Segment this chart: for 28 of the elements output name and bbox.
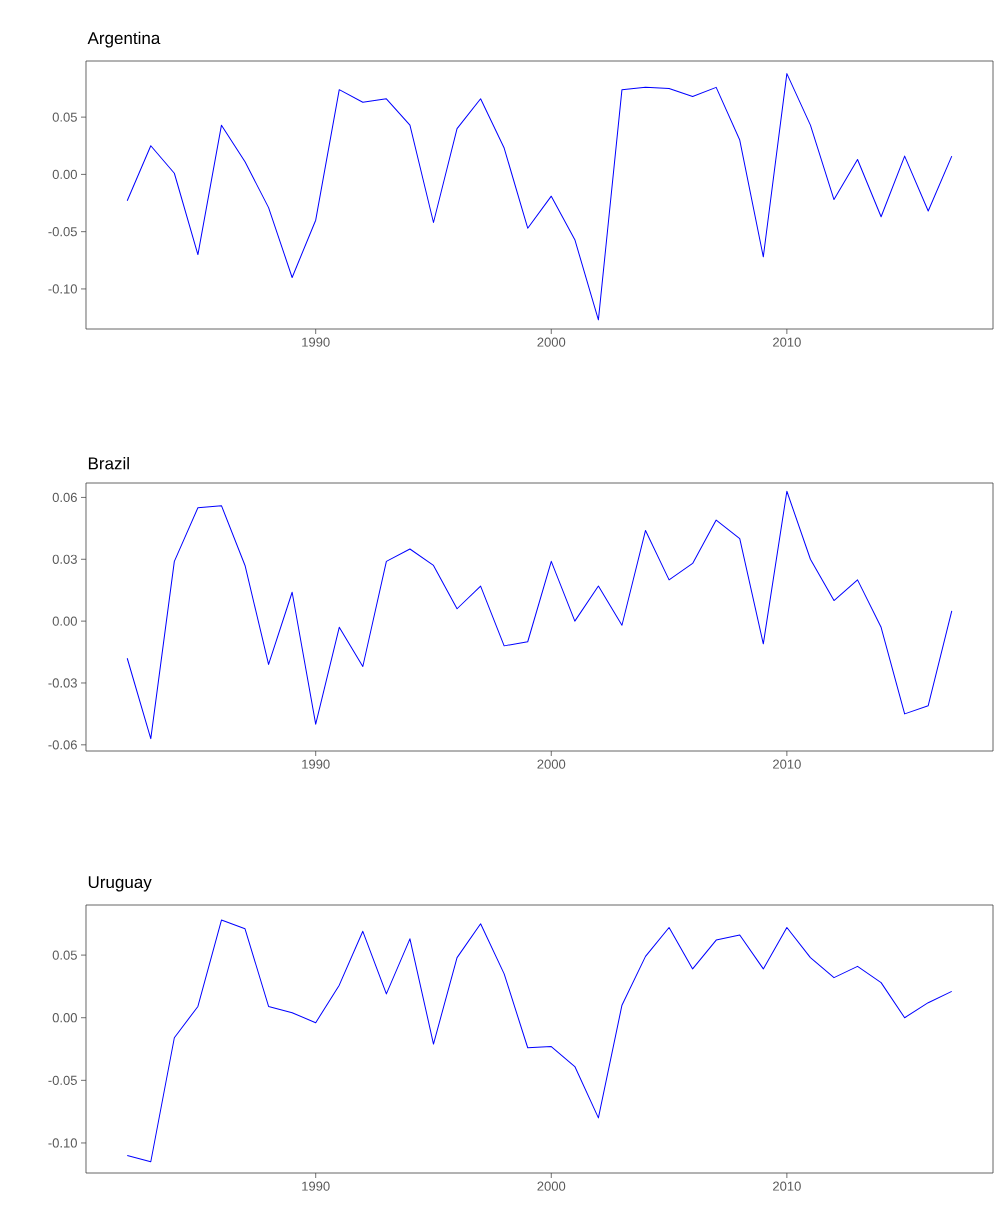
y-tick-label: 0.03 — [52, 554, 77, 564]
x-tick-label: 2010 — [773, 1181, 801, 1191]
x-tick-label: 2010 — [773, 337, 801, 347]
y-tick-label: -0.10 — [48, 1138, 77, 1148]
chart-title: Argentina — [87, 31, 161, 48]
x-tick-label: 2000 — [537, 1181, 566, 1191]
x-tick-label: 2000 — [537, 337, 566, 347]
y-tick-label: -0.06 — [48, 740, 77, 750]
x-tick-label: 1990 — [302, 337, 330, 347]
y-tick-label: -0.10 — [48, 284, 77, 294]
x-tick-label: 1990 — [302, 1181, 330, 1191]
y-tick-label: 0.00 — [52, 169, 77, 179]
y-tick-label: 0.06 — [52, 492, 77, 503]
y-tick-label: 0.05 — [52, 112, 77, 122]
y-tick-label: 0.00 — [52, 616, 77, 626]
line-series — [126, 490, 953, 740]
line-series — [126, 919, 953, 1163]
y-tick-label: 0.00 — [52, 1013, 77, 1023]
chart-title: Uruguay — [88, 876, 152, 892]
x-tick-label: 2010 — [773, 759, 801, 769]
chart-title: Brazil — [88, 456, 129, 470]
y-tick-label: -0.05 — [48, 227, 77, 237]
x-tick-label: 2000 — [537, 759, 566, 769]
line-series — [126, 73, 953, 321]
y-tick-label: 0.05 — [52, 950, 77, 960]
y-tick-label: -0.03 — [48, 678, 77, 688]
x-tick-label: 1990 — [302, 759, 330, 769]
y-tick-label: -0.05 — [48, 1075, 77, 1085]
